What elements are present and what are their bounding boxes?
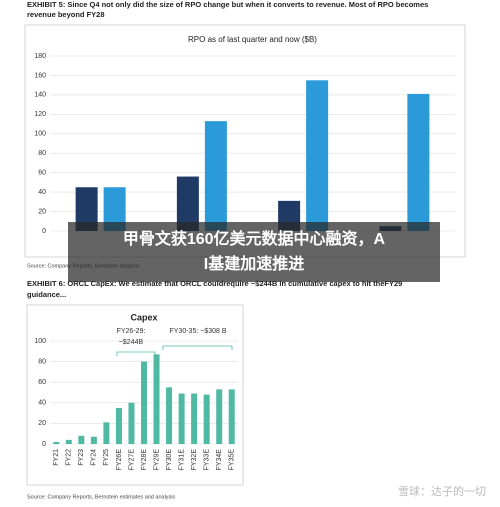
- bar: [407, 93, 430, 232]
- x-tick-label: FY21: [53, 449, 60, 466]
- bar: [103, 187, 126, 231]
- y-tick-label: 180: [34, 53, 46, 60]
- y-tick-label: 140: [34, 92, 46, 99]
- bar: [115, 407, 122, 444]
- exhibit-header: EXHIBIT 5: Since Q4 not only did the siz…: [27, 0, 428, 9]
- x-tick-label: FY25: [103, 449, 110, 466]
- exhibit-header: guidance...: [27, 290, 66, 299]
- annotation-bracket: [162, 345, 233, 350]
- x-tick-label: FY23: [78, 449, 85, 466]
- source: Source: Company Reports, Bernstein estim…: [27, 494, 176, 500]
- x-tick-label: FY26E: [116, 449, 123, 471]
- y-tick-label: 0: [42, 441, 46, 448]
- x-tick-label: FY30E: [166, 449, 173, 471]
- chart-title: Capex: [130, 312, 157, 322]
- overlay-text: 甲骨文获160亿美元数据中心融资，A: [123, 229, 386, 248]
- charts: RPO as of last quarter and now ($B) 0 20 40…: [34, 35, 455, 470]
- x-tick-label: FY28E: [141, 449, 148, 471]
- x-tick-label: FY27E: [128, 449, 135, 471]
- annotation: ~$244B: [119, 339, 144, 346]
- chart-frame: [24, 24, 466, 258]
- x-tick-label: FY29E: [153, 449, 160, 471]
- chart-title: RPO as of last quarter and now ($B): [188, 35, 317, 44]
- x-tick-label: FY22: [66, 449, 73, 466]
- bar: [176, 176, 199, 231]
- y-tick-label: 80: [38, 358, 46, 365]
- y-tick-label: 20: [38, 208, 46, 215]
- y-tick-label: 80: [38, 150, 46, 157]
- y-tick-label: 60: [38, 170, 46, 177]
- x-tick-label: FY35E: [229, 449, 236, 471]
- y-tick-label: 120: [34, 111, 46, 118]
- annotation: FY30-35: ~$308 B: [169, 328, 226, 335]
- bar: [178, 393, 185, 444]
- bar: [103, 422, 110, 444]
- bar: [65, 439, 72, 444]
- y-tick-label: 20: [38, 420, 46, 427]
- x-tick-label: FY24: [91, 449, 98, 466]
- x-tick-label: FY32E: [191, 449, 198, 471]
- overlay-text: I基建加速推进: [204, 254, 304, 273]
- overlay-banner: [68, 222, 440, 282]
- bar: [306, 80, 329, 231]
- y-tick-label: 40: [38, 189, 46, 196]
- bar: [53, 441, 60, 444]
- x-tick-label: FY33E: [204, 449, 211, 471]
- bar: [216, 389, 223, 444]
- bar: [78, 435, 85, 444]
- exhibit-header: EXHIBIT 6: ORCL CapEx: We estimate that …: [27, 279, 402, 288]
- y-tick-label: 60: [38, 379, 46, 386]
- annotation: FY26-29:: [117, 328, 146, 335]
- y-tick-label: 100: [34, 131, 46, 138]
- annotation-bracket: [116, 351, 156, 356]
- bar: [75, 187, 98, 231]
- bar: [191, 393, 198, 444]
- watermark: 雪球：达子的一切: [398, 484, 486, 498]
- bar: [203, 394, 210, 444]
- y-tick-label: 100: [34, 338, 46, 345]
- bar: [90, 436, 97, 444]
- bar: [153, 354, 160, 444]
- exhibit-header: revenue beyond FY28: [27, 10, 105, 19]
- x-tick-label: FY34E: [216, 449, 223, 471]
- bar: [228, 389, 235, 444]
- y-tick-label: 0: [42, 228, 46, 235]
- y-tick-label: 160: [34, 72, 46, 79]
- bar: [141, 361, 147, 444]
- bar: [128, 402, 135, 444]
- bar: [166, 387, 173, 444]
- bar: [204, 121, 227, 231]
- x-tick-label: FY31E: [178, 449, 185, 471]
- y-tick-label: 40: [38, 400, 46, 407]
